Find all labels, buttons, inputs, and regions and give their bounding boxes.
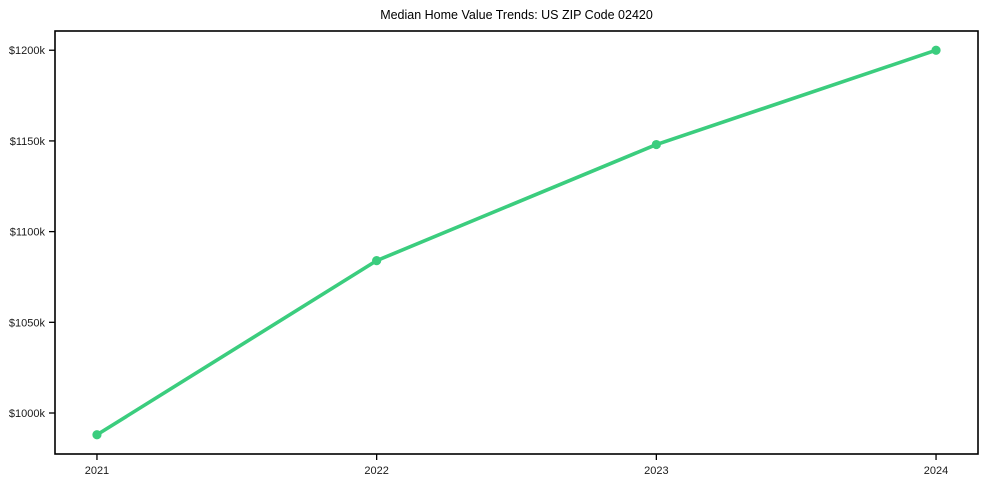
trend-line: [95, 48, 938, 437]
y-axis-tick-label: $1200k: [9, 45, 46, 57]
y-axis-tick-label: $1000k: [9, 408, 46, 420]
chart-title: Median Home Value Trends: US ZIP Code 02…: [380, 8, 653, 22]
y-axis-tick-label: $1100k: [10, 227, 46, 239]
data-point-marker: [372, 256, 382, 266]
plot-frame: [54, 30, 979, 455]
data-point-marker: [92, 430, 102, 440]
y-axis-tick-label: $1150k: [10, 136, 46, 148]
x-axis-tick-label: 2023: [644, 465, 668, 477]
y-axis-tick-label: $1050k: [9, 317, 46, 329]
x-axis-tick-label: 2022: [364, 465, 388, 477]
x-axis-tick-label: 2021: [85, 465, 109, 477]
data-point-marker: [651, 139, 661, 150]
x-axis-tick-label: 2024: [924, 465, 948, 477]
data-point-marker: [931, 45, 941, 55]
